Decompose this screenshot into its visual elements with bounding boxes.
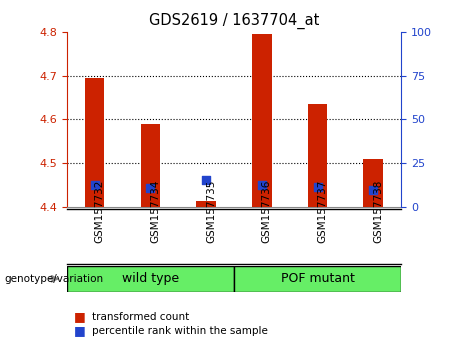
Point bbox=[91, 182, 98, 188]
Bar bbox=[196, 200, 216, 207]
Text: GSM157738: GSM157738 bbox=[373, 180, 383, 243]
Bar bbox=[363, 159, 383, 207]
Bar bbox=[85, 78, 105, 207]
Text: POF mutant: POF mutant bbox=[281, 272, 355, 285]
Point bbox=[370, 187, 377, 192]
Point bbox=[258, 182, 266, 188]
Text: GSM157737: GSM157737 bbox=[318, 180, 327, 243]
Bar bbox=[252, 34, 272, 207]
Text: ■: ■ bbox=[74, 325, 85, 337]
Point bbox=[147, 185, 154, 191]
Text: GSM157732: GSM157732 bbox=[95, 180, 105, 243]
Text: GSM157734: GSM157734 bbox=[150, 180, 160, 243]
Bar bbox=[67, 266, 234, 292]
Text: percentile rank within the sample: percentile rank within the sample bbox=[92, 326, 268, 336]
Text: transformed count: transformed count bbox=[92, 312, 189, 322]
Bar bbox=[234, 266, 401, 292]
Text: genotype/variation: genotype/variation bbox=[5, 274, 104, 284]
Text: ■: ■ bbox=[74, 310, 85, 323]
Bar bbox=[308, 104, 327, 207]
Text: GSM157736: GSM157736 bbox=[262, 180, 272, 243]
Title: GDS2619 / 1637704_at: GDS2619 / 1637704_at bbox=[149, 13, 319, 29]
Point bbox=[202, 177, 210, 183]
Text: wild type: wild type bbox=[122, 272, 179, 285]
Text: GSM157735: GSM157735 bbox=[206, 180, 216, 243]
Bar bbox=[141, 124, 160, 207]
Point bbox=[314, 184, 321, 190]
